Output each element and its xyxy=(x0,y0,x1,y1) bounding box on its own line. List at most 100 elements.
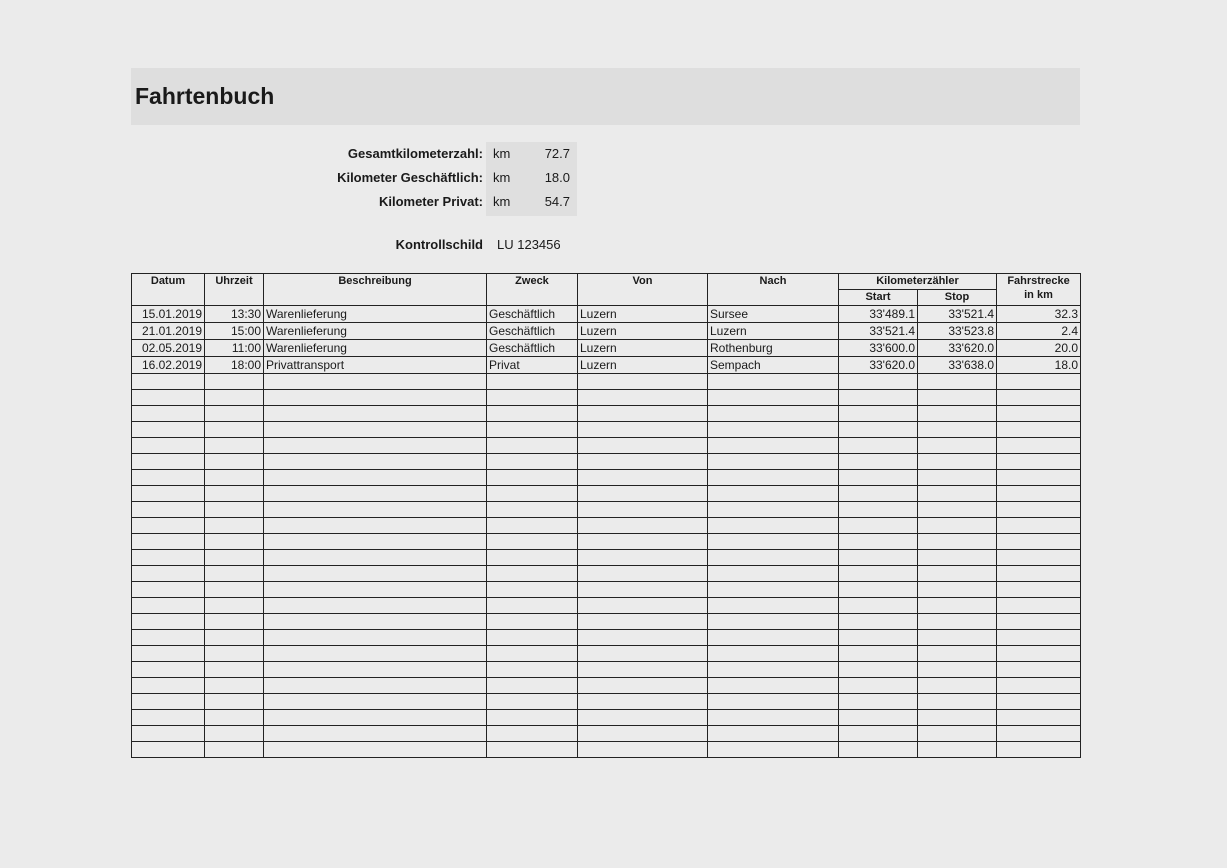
cell-nach[interactable]: Luzern xyxy=(707,322,839,340)
cell-start[interactable] xyxy=(838,597,918,614)
cell-beschreibung[interactable] xyxy=(263,437,487,454)
cell-beschreibung[interactable] xyxy=(263,389,487,406)
cell-uhrzeit[interactable] xyxy=(204,645,264,662)
cell-uhrzeit[interactable] xyxy=(204,629,264,646)
cell-beschreibung[interactable] xyxy=(263,613,487,630)
cell-beschreibung[interactable] xyxy=(263,421,487,438)
cell-uhrzeit[interactable] xyxy=(204,485,264,502)
cell-zweck[interactable] xyxy=(486,693,578,710)
cell-stop[interactable] xyxy=(917,741,997,758)
cell-uhrzeit[interactable] xyxy=(204,373,264,390)
cell-beschreibung[interactable]: Warenlieferung xyxy=(263,322,487,340)
cell-strecke[interactable] xyxy=(996,597,1081,614)
cell-datum[interactable] xyxy=(131,677,205,694)
cell-start[interactable] xyxy=(838,725,918,742)
cell-start[interactable] xyxy=(838,405,918,422)
cell-datum[interactable] xyxy=(131,645,205,662)
cell-datum[interactable] xyxy=(131,533,205,550)
cell-stop[interactable]: 33'620.0 xyxy=(917,339,997,357)
cell-strecke[interactable] xyxy=(996,725,1081,742)
cell-nach[interactable] xyxy=(707,581,839,598)
cell-datum[interactable] xyxy=(131,437,205,454)
cell-von[interactable] xyxy=(577,437,708,454)
cell-strecke[interactable]: 32.3 xyxy=(996,305,1081,323)
cell-zweck[interactable] xyxy=(486,725,578,742)
cell-zweck[interactable] xyxy=(486,405,578,422)
cell-datum[interactable] xyxy=(131,405,205,422)
cell-start[interactable] xyxy=(838,549,918,566)
cell-datum[interactable] xyxy=(131,709,205,726)
cell-datum[interactable] xyxy=(131,629,205,646)
cell-strecke[interactable] xyxy=(996,389,1081,406)
cell-beschreibung[interactable] xyxy=(263,581,487,598)
cell-stop[interactable] xyxy=(917,517,997,534)
cell-start[interactable] xyxy=(838,709,918,726)
cell-zweck[interactable] xyxy=(486,501,578,518)
cell-zweck[interactable]: Geschäftlich xyxy=(486,322,578,340)
cell-start[interactable] xyxy=(838,373,918,390)
cell-datum[interactable] xyxy=(131,741,205,758)
cell-nach[interactable] xyxy=(707,533,839,550)
cell-datum[interactable] xyxy=(131,469,205,486)
cell-von[interactable] xyxy=(577,373,708,390)
cell-von[interactable] xyxy=(577,565,708,582)
cell-zweck[interactable] xyxy=(486,389,578,406)
cell-stop[interactable] xyxy=(917,565,997,582)
cell-datum[interactable] xyxy=(131,549,205,566)
cell-beschreibung[interactable] xyxy=(263,709,487,726)
cell-von[interactable] xyxy=(577,405,708,422)
cell-stop[interactable] xyxy=(917,693,997,710)
cell-strecke[interactable] xyxy=(996,693,1081,710)
cell-von[interactable] xyxy=(577,629,708,646)
cell-von[interactable] xyxy=(577,677,708,694)
cell-von[interactable] xyxy=(577,533,708,550)
cell-datum[interactable] xyxy=(131,613,205,630)
cell-zweck[interactable] xyxy=(486,485,578,502)
cell-datum[interactable] xyxy=(131,421,205,438)
cell-strecke[interactable] xyxy=(996,629,1081,646)
cell-datum[interactable] xyxy=(131,373,205,390)
cell-start[interactable] xyxy=(838,613,918,630)
cell-zweck[interactable] xyxy=(486,645,578,662)
cell-uhrzeit[interactable] xyxy=(204,677,264,694)
cell-nach[interactable] xyxy=(707,501,839,518)
cell-stop[interactable] xyxy=(917,613,997,630)
cell-zweck[interactable] xyxy=(486,613,578,630)
cell-nach[interactable] xyxy=(707,709,839,726)
plate-value[interactable]: LU 123456 xyxy=(497,237,561,252)
cell-nach[interactable] xyxy=(707,613,839,630)
cell-strecke[interactable] xyxy=(996,613,1081,630)
cell-start[interactable] xyxy=(838,501,918,518)
cell-zweck[interactable] xyxy=(486,741,578,758)
cell-strecke[interactable] xyxy=(996,501,1081,518)
cell-strecke[interactable] xyxy=(996,405,1081,422)
cell-stop[interactable] xyxy=(917,549,997,566)
cell-nach[interactable] xyxy=(707,661,839,678)
cell-stop[interactable] xyxy=(917,373,997,390)
cell-nach[interactable] xyxy=(707,405,839,422)
cell-beschreibung[interactable] xyxy=(263,629,487,646)
cell-von[interactable] xyxy=(577,389,708,406)
cell-start[interactable]: 33'489.1 xyxy=(838,305,918,323)
cell-beschreibung[interactable] xyxy=(263,517,487,534)
cell-stop[interactable] xyxy=(917,581,997,598)
cell-beschreibung[interactable] xyxy=(263,725,487,742)
cell-uhrzeit[interactable] xyxy=(204,405,264,422)
cell-start[interactable] xyxy=(838,453,918,470)
cell-beschreibung[interactable] xyxy=(263,677,487,694)
cell-datum[interactable] xyxy=(131,389,205,406)
cell-beschreibung[interactable] xyxy=(263,693,487,710)
cell-von[interactable] xyxy=(577,613,708,630)
cell-datum[interactable] xyxy=(131,597,205,614)
cell-zweck[interactable] xyxy=(486,565,578,582)
cell-zweck[interactable] xyxy=(486,533,578,550)
cell-stop[interactable] xyxy=(917,661,997,678)
cell-beschreibung[interactable] xyxy=(263,373,487,390)
cell-von[interactable] xyxy=(577,725,708,742)
cell-von[interactable] xyxy=(577,597,708,614)
cell-zweck[interactable] xyxy=(486,517,578,534)
cell-stop[interactable] xyxy=(917,677,997,694)
cell-uhrzeit[interactable] xyxy=(204,453,264,470)
cell-von[interactable] xyxy=(577,709,708,726)
cell-datum[interactable]: 15.01.2019 xyxy=(131,305,205,323)
